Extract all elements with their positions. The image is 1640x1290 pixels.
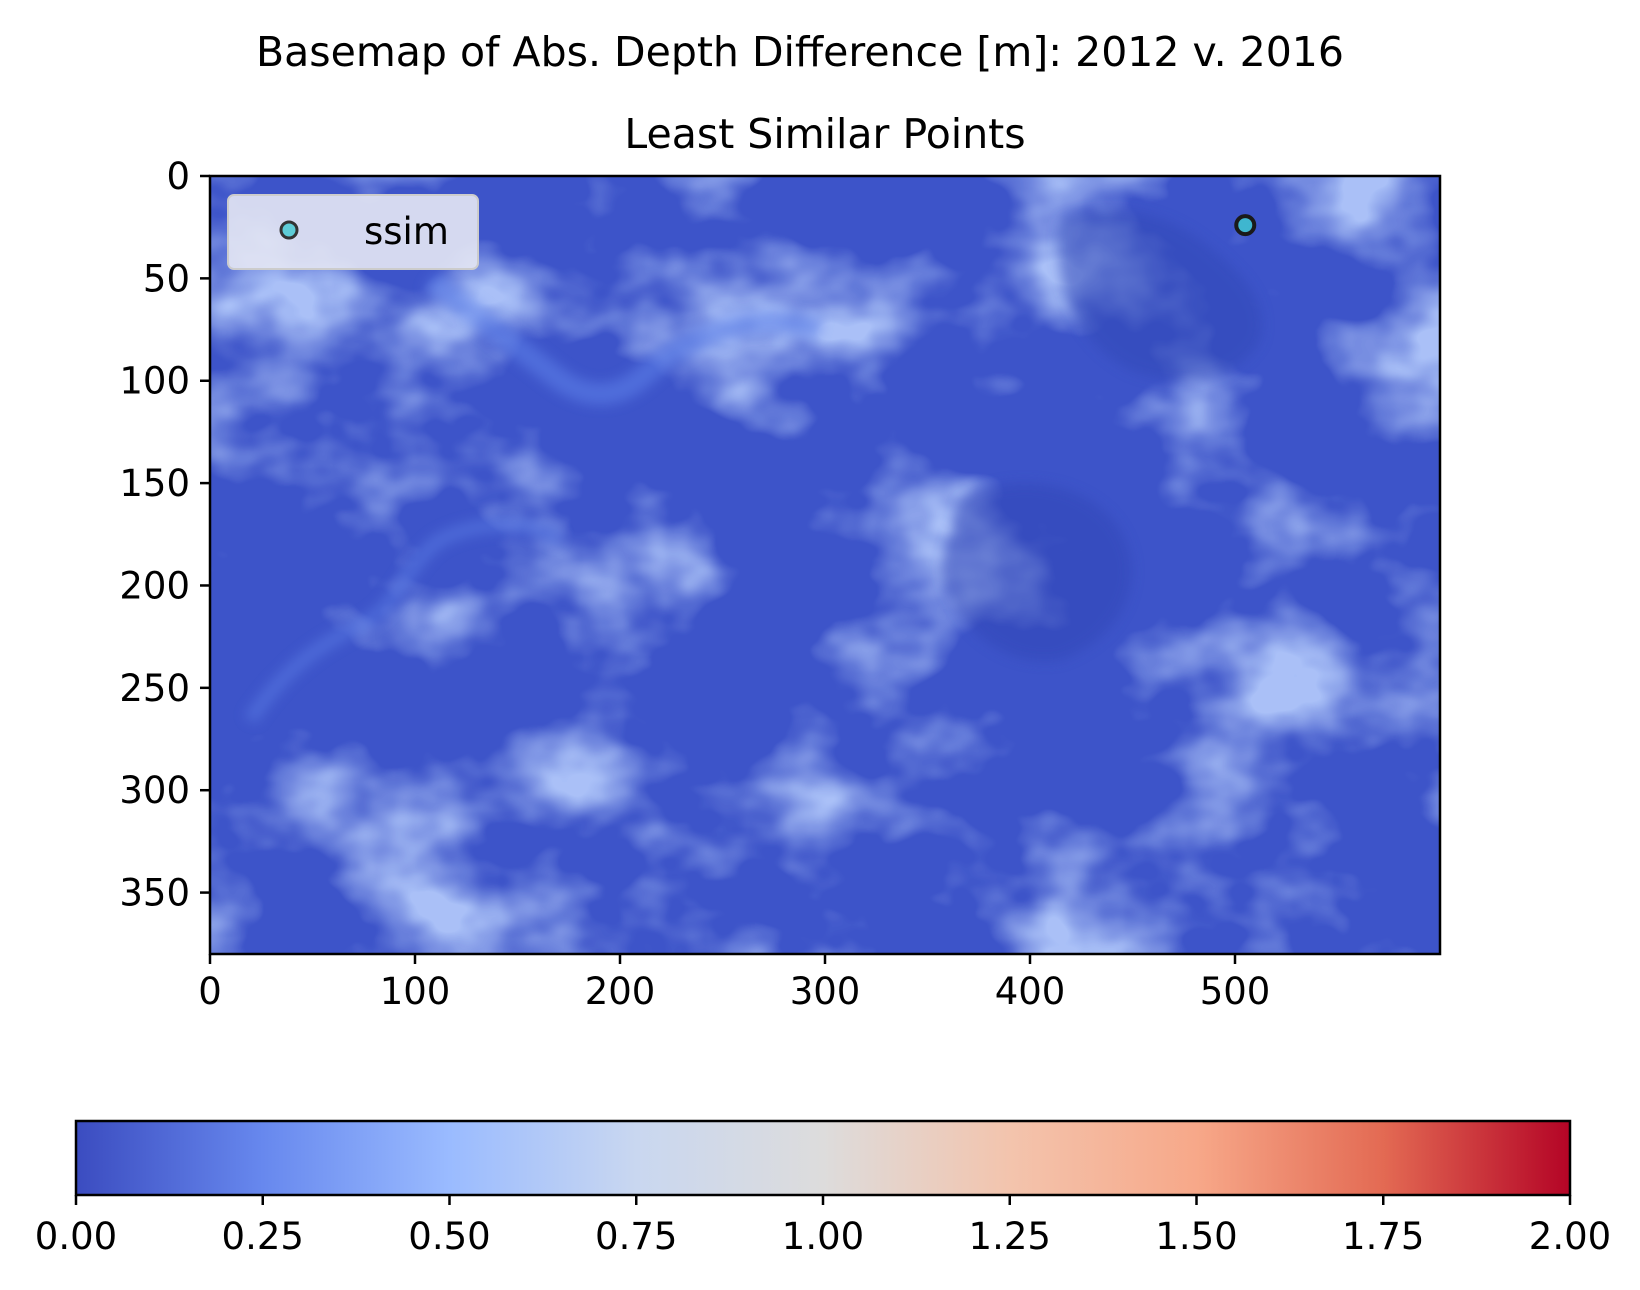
- x-tick-label: 400: [995, 970, 1066, 1013]
- colorbar-tick-label: 1.50: [1155, 1215, 1237, 1258]
- heatmap-ridge: [423, 271, 824, 405]
- heatmap-features: [244, 209, 1262, 724]
- x-tick-label: 300: [790, 970, 861, 1013]
- colorbar-tick-label: 2.00: [1529, 1215, 1611, 1258]
- legend-label-ssim: ssim: [364, 210, 449, 253]
- heatmap-patch: [1058, 209, 1262, 380]
- colorbar-tick-label: 0.00: [35, 1215, 117, 1258]
- heatmap-texture: [210, 176, 1440, 954]
- y-tick-label: 150: [119, 462, 190, 505]
- colorbar: 0.00 0.25 0.50 0.75 1.00 1.25 1.50 1.75 2.00: [35, 1119, 1611, 1258]
- colorbar-tick-label: 0.25: [222, 1215, 304, 1258]
- colorbar-tick-label: 0.50: [408, 1215, 490, 1258]
- colorbar-tick-label: 0.75: [595, 1215, 677, 1258]
- x-tick-label: 0: [198, 970, 222, 1013]
- heatmap-channel: [244, 518, 564, 724]
- y-tick-label: 200: [119, 564, 190, 607]
- y-tick-label: 50: [143, 257, 190, 300]
- y-axis-ticks: 0 50 100 150 200 250 300 350: [119, 155, 210, 915]
- chart-subtitle: Least Similar Points: [624, 110, 1025, 158]
- chart-title: Basemap of Abs. Depth Difference [m]: 20…: [256, 28, 1344, 76]
- x-tick-label: 200: [585, 970, 656, 1013]
- ssim-points: [1234, 214, 1257, 237]
- y-tick-label: 100: [119, 360, 190, 403]
- depth-difference-heatmap: [210, 176, 1440, 954]
- x-axis-ticks: 0 100 200 300 400 500: [198, 954, 1270, 1013]
- legend: ssim: [227, 194, 479, 270]
- x-tick-label: 100: [380, 970, 451, 1013]
- colorbar-bar: [74, 1119, 1572, 1197]
- y-tick-label: 300: [119, 769, 190, 812]
- colorbar-tick-label: 1.75: [1342, 1215, 1424, 1258]
- legend-marker-ssim: [279, 220, 299, 240]
- colorbar-tick-label: 1.00: [782, 1215, 864, 1258]
- ssim-point: [1234, 214, 1257, 237]
- y-tick-label: 0: [166, 155, 190, 198]
- y-tick-label: 350: [119, 872, 190, 915]
- colorbar-tick-label: 1.25: [969, 1215, 1051, 1258]
- y-tick-label: 250: [119, 667, 190, 710]
- legend-box: [227, 194, 479, 270]
- heatmap-dark-region: [940, 483, 1132, 662]
- colorbar-ticks: 0.00 0.25 0.50 0.75 1.00 1.25 1.50 1.75 2.00: [35, 1195, 1611, 1258]
- x-tick-label: 500: [1200, 970, 1271, 1013]
